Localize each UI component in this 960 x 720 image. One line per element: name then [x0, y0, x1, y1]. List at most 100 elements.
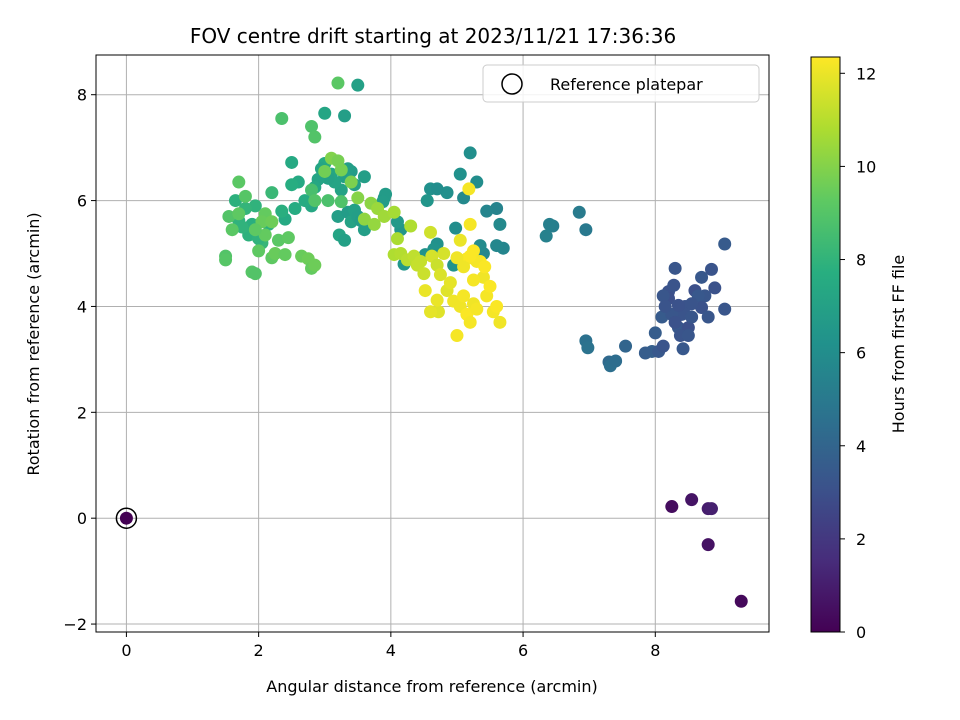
colorbar-tick-label: 6 [856, 344, 866, 363]
colorbar: 0 2 4 6 8 10 12 Hours from first FF file [810, 56, 908, 642]
data-point [490, 299, 504, 313]
data-point [232, 175, 246, 189]
data-point [493, 315, 507, 329]
y-tick-label: 0 [77, 509, 87, 528]
data-point [665, 500, 679, 514]
plot-frame [95, 54, 770, 633]
data-point [463, 217, 477, 231]
data-point [418, 284, 432, 298]
data-point [579, 223, 593, 237]
data-point [281, 231, 295, 245]
legend-label: Reference platepar [550, 75, 703, 94]
reference-point [119, 511, 133, 525]
data-point [718, 237, 732, 251]
data-point [219, 253, 233, 267]
data-point [609, 354, 623, 368]
data-point [457, 260, 471, 274]
data-point [453, 167, 467, 181]
data-point [704, 262, 718, 276]
data-point [357, 223, 371, 237]
x-tick-label: 6 [518, 641, 528, 660]
data-point [238, 189, 252, 203]
data-point [658, 299, 672, 313]
data-point [285, 178, 299, 192]
data-point [228, 194, 242, 208]
data-point [695, 270, 709, 284]
data-point [619, 339, 633, 353]
data-point [367, 217, 381, 231]
data-point [268, 247, 282, 261]
legend: Reference platepar [482, 64, 760, 103]
data-point [318, 106, 332, 120]
data-point [265, 186, 279, 200]
data-point [305, 119, 319, 133]
data-point [490, 202, 504, 216]
data-point [708, 281, 722, 295]
data-point [331, 154, 345, 168]
data-point [321, 194, 335, 208]
data-point [685, 310, 699, 324]
data-point [433, 268, 447, 282]
y-tick-label: 4 [77, 297, 87, 316]
legend-box [482, 64, 760, 103]
data-point [225, 223, 239, 237]
x-tick-label: 8 [650, 641, 660, 660]
data-point [351, 78, 365, 92]
data-point [331, 76, 345, 90]
data-point [704, 502, 718, 516]
data-point [344, 175, 358, 189]
reference-marker [115, 507, 138, 529]
data-point [440, 186, 454, 200]
data-point [463, 315, 477, 329]
data-point [298, 194, 312, 208]
x-tick-label: 0 [121, 641, 131, 660]
data-point [334, 195, 348, 209]
data-point [539, 229, 553, 243]
data-point [338, 109, 352, 123]
x-tick-label: 2 [254, 641, 264, 660]
colorbar-tick-label: 2 [856, 530, 866, 549]
data-point [490, 239, 504, 253]
data-point [275, 112, 289, 126]
data-point [285, 155, 299, 169]
data-point [463, 146, 477, 160]
data-point [543, 217, 557, 231]
data-point [305, 183, 319, 197]
colorbar-ticks: 0 2 4 6 8 10 12 [840, 64, 876, 642]
data-point [701, 538, 715, 552]
x-tick-label: 4 [386, 641, 396, 660]
data-point [734, 594, 748, 608]
x-axis-ticks: 0 2 4 6 8 [121, 632, 660, 660]
data-point [701, 310, 715, 324]
data-point [493, 217, 507, 231]
data-point [450, 251, 464, 265]
data-point [581, 341, 595, 355]
data-point [288, 202, 302, 216]
data-point [308, 258, 322, 272]
data-point [318, 164, 332, 178]
data-point [404, 219, 418, 233]
data-point [463, 249, 477, 263]
data-point [275, 204, 289, 218]
colorbar-tick-label: 0 [856, 623, 866, 642]
data-point [338, 233, 352, 247]
data-point [695, 301, 709, 315]
data-point [667, 278, 681, 292]
data-point [331, 209, 345, 223]
data-point [232, 207, 246, 221]
data-point [668, 315, 682, 329]
data-point [648, 326, 662, 340]
data-point [271, 233, 285, 247]
data-points [219, 76, 748, 608]
data-point [478, 260, 492, 274]
x-axis-label: Angular distance from reference (arcmin) [266, 677, 597, 696]
data-point [676, 342, 690, 356]
y-tick-label: 8 [77, 86, 87, 105]
data-point [656, 339, 670, 353]
data-point [390, 232, 404, 246]
data-point [430, 182, 444, 196]
data-point [235, 220, 249, 234]
colorbar-gradient [810, 56, 841, 633]
colorbar-label: Hours from first FF file [889, 255, 908, 434]
data-point [462, 182, 476, 196]
